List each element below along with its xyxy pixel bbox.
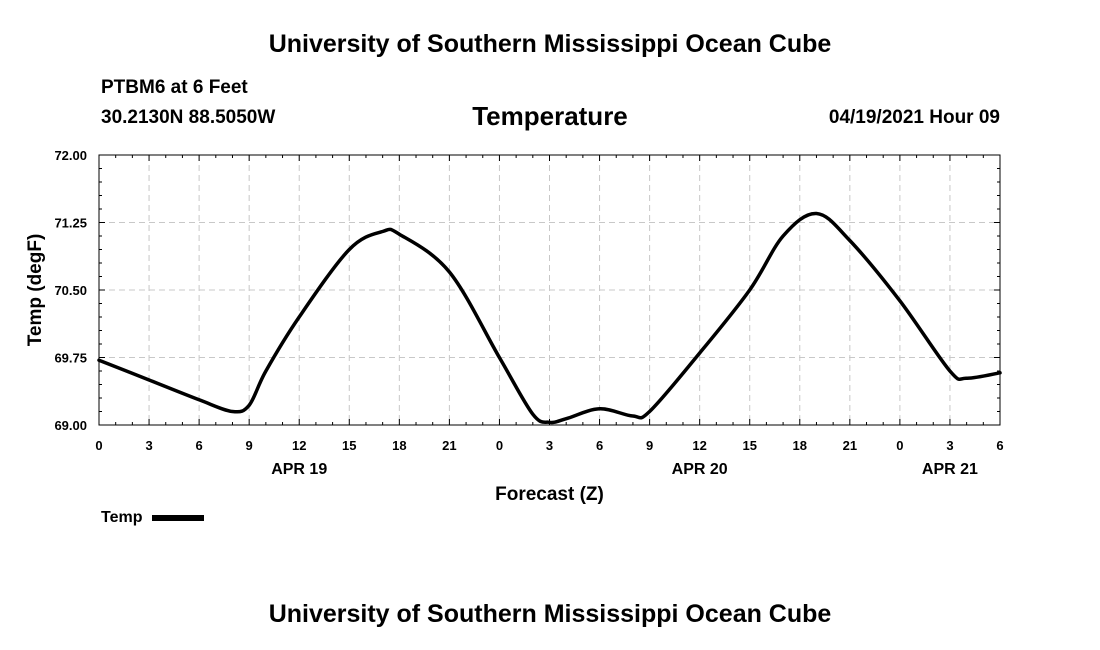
series-line-temp — [97, 211, 1002, 425]
plot-title: Temperature — [472, 101, 628, 131]
x-tick-label: 21 — [843, 438, 857, 453]
x-axis-title: Forecast (Z) — [495, 484, 604, 505]
x-tick-label: 0 — [95, 438, 102, 453]
x-tick-label: 9 — [646, 438, 653, 453]
station-coordinates: 30.2130N 88.5050W — [101, 107, 276, 128]
plot-frame — [98, 154, 1001, 426]
y-tick-label: 69.75 — [54, 351, 87, 366]
date-labels: APR 19 APR 20 APR 21 — [271, 461, 978, 478]
x-tick-label: 12 — [692, 438, 706, 453]
x-tick-labels: 0 3 6 9 12 15 18 21 0 3 6 9 12 15 18 21 0 3 6 — [95, 438, 1003, 453]
y-tick-label: 70.50 — [54, 283, 87, 298]
x-tick-label: 15 — [742, 438, 756, 453]
footer-title: University of Southern Mississippi Ocean… — [268, 600, 832, 628]
station-name: PTBM6 at 6 Feet — [101, 77, 248, 98]
y-tick-label: 71.25 — [54, 216, 87, 231]
x-tick-label: 6 — [996, 438, 1003, 453]
x-tick-label: 3 — [145, 438, 152, 453]
x-tick-label: 21 — [442, 438, 456, 453]
legend: Temp — [101, 509, 205, 527]
x-tick-label: 3 — [546, 438, 553, 453]
date-label: APR 20 — [672, 461, 728, 478]
legend-label: Temp — [101, 509, 143, 526]
x-tick-label: 6 — [195, 438, 202, 453]
y-axis-title: Temp (degF) — [25, 234, 46, 347]
x-tick-label: 0 — [496, 438, 503, 453]
y-tick-labels: 69.00 69.75 70.50 71.25 72.00 — [54, 148, 87, 433]
x-tick-label: 3 — [946, 438, 953, 453]
x-tick-label: 0 — [896, 438, 903, 453]
forecast-timestamp: 04/19/2021 Hour 09 — [828, 107, 1000, 128]
x-tick-label: 12 — [292, 438, 306, 453]
date-label: APR 21 — [922, 461, 978, 478]
grid-lines — [99, 155, 1000, 425]
x-tick-label: 15 — [342, 438, 356, 453]
x-tick-label: 18 — [793, 438, 807, 453]
legend-swatch — [152, 515, 205, 521]
y-tick-label: 72.00 — [54, 148, 87, 163]
x-tick-label: 6 — [596, 438, 603, 453]
x-tick-label: 18 — [392, 438, 406, 453]
series-layer — [97, 211, 1002, 425]
date-label: APR 19 — [271, 461, 327, 478]
page-title: University of Southern Mississippi Ocean… — [268, 30, 832, 58]
x-tick-label: 9 — [246, 438, 253, 453]
y-tick-label: 69.00 — [54, 418, 87, 433]
